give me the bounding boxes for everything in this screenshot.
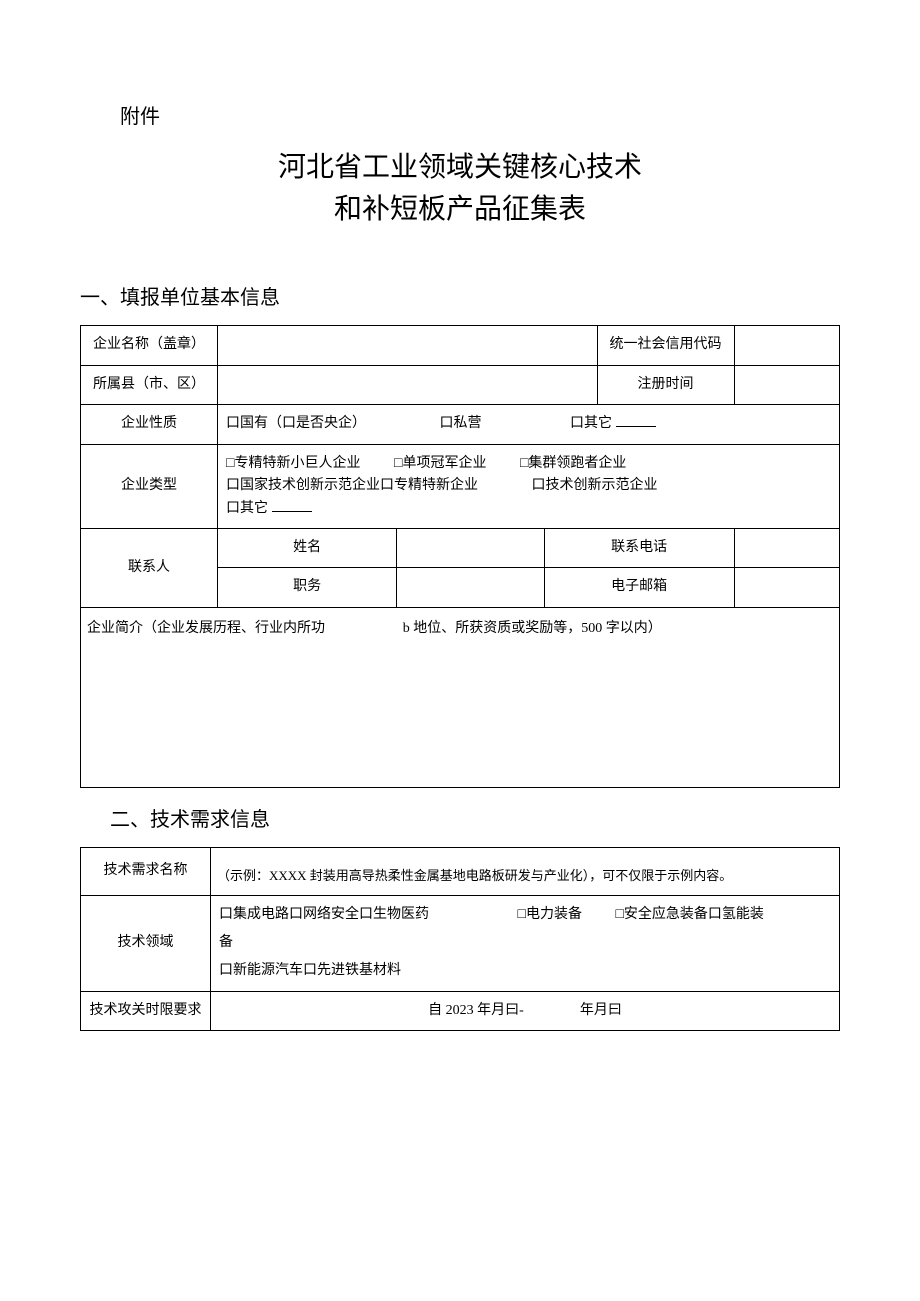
type-opt-2: □单项冠军企业 xyxy=(394,456,486,471)
table-row: 技术领域 口集成电路口网络安全口生物医药 □电力装备 □安全应急装备口氢能装 备… xyxy=(81,895,840,991)
field-opt-line3: 口新能源汽车口先进铁基材料 xyxy=(219,960,833,982)
type-opt-4: 口国家技术创新示范企业口专精特新企业 xyxy=(226,478,478,493)
table-row: 技术攻关时限要求 自 2023 年月曰- 年月曰 xyxy=(81,991,840,1030)
tech-demand-table: 技术需求名称 （示例：XXXX 封装用高导热柔性金属基地电路板研发与产业化），可… xyxy=(80,847,840,1031)
nature-opt-3: 口其它 xyxy=(570,416,612,431)
table-row: 企业简介（企业发展历程、行业内所功 b 地位、所获资质或奖励等，500 字以内） xyxy=(81,607,840,787)
email-label: 电子邮箱 xyxy=(544,568,734,607)
table-row: 技术需求名称 （示例：XXXX 封装用高导热柔性金属基地电路板研发与产业化），可… xyxy=(81,847,840,895)
company-name-label: 企业名称（盖章） xyxy=(81,326,218,366)
tech-field-label: 技术领域 xyxy=(81,895,211,991)
nature-options[interactable]: 口国有（口是否央企） 口私营 口其它 xyxy=(218,405,840,444)
section-2-heading: 二、技术需求信息 xyxy=(110,803,840,832)
deadline-label: 技术攻关时限要求 xyxy=(81,991,211,1030)
type-opt-6: 口其它 xyxy=(226,501,268,516)
table-row: 企业类型 □专精特新小巨人企业 □单项冠军企业 □集群领跑者企业 口国家技术创新… xyxy=(81,444,840,528)
table-row: 企业名称（盖章） 统一社会信用代码 xyxy=(81,326,840,366)
basic-info-table: 企业名称（盖章） 统一社会信用代码 所属县（市、区） 注册时间 企业性质 口国有… xyxy=(80,325,840,788)
field-opt-line1c: □安全应急装备口氢能装 xyxy=(615,907,763,922)
section-1-heading: 一、填报单位基本信息 xyxy=(80,281,840,310)
table-row: 所属县（市、区） 注册时间 xyxy=(81,366,840,405)
county-field[interactable] xyxy=(218,366,597,405)
demand-name-example[interactable]: （示例：XXXX 封装用高导热柔性金属基地电路板研发与产业化），可不仅限于示例内… xyxy=(211,847,840,895)
credit-code-label: 统一社会信用代码 xyxy=(597,326,734,366)
table-row: 联系人 姓名 联系电话 xyxy=(81,528,840,567)
intro-label-1: 企业简介（企业发展历程、行业内所功 xyxy=(81,607,397,787)
deadline-content[interactable]: 自 2023 年月曰- 年月曰 xyxy=(211,991,840,1030)
company-name-field[interactable] xyxy=(218,326,597,366)
type-opt-3: □集群领跑者企业 xyxy=(520,456,626,471)
nature-opt-1: 口国有（口是否央企） xyxy=(226,416,366,431)
contact-label: 联系人 xyxy=(81,528,218,607)
nature-label: 企业性质 xyxy=(81,405,218,444)
field-opt-line1b: □电力装备 xyxy=(518,907,582,922)
table-row: 企业性质 口国有（口是否央企） 口私营 口其它 xyxy=(81,405,840,444)
demand-name-label: 技术需求名称 xyxy=(81,847,211,895)
name-field[interactable] xyxy=(397,528,545,567)
name-label: 姓名 xyxy=(218,528,397,567)
position-label: 职务 xyxy=(218,568,397,607)
type-opt-1: □专精特新小巨人企业 xyxy=(226,456,360,471)
phone-label: 联系电话 xyxy=(544,528,734,567)
reg-time-field[interactable] xyxy=(734,366,839,405)
title-line-2: 和补短板产品征集表 xyxy=(80,189,840,231)
credit-code-field[interactable] xyxy=(734,326,839,366)
intro-label-2: b 地位、所获资质或奖励等，500 字以内） xyxy=(397,607,840,787)
phone-field[interactable] xyxy=(734,528,839,567)
title-line-1: 河北省工业领域关键核心技术 xyxy=(80,147,840,189)
main-title: 河北省工业领域关键核心技术 和补短板产品征集表 xyxy=(80,147,840,231)
email-field[interactable] xyxy=(734,568,839,607)
field-opt-line2: 备 xyxy=(219,926,833,960)
nature-opt-2: 口私营 xyxy=(440,416,482,431)
attachment-label: 附件 xyxy=(120,100,840,129)
position-field[interactable] xyxy=(397,568,545,607)
type-options[interactable]: □专精特新小巨人企业 □单项冠军企业 □集群领跑者企业 口国家技术创新示范企业口… xyxy=(218,444,840,528)
type-opt-5: 口技术创新示范企业 xyxy=(532,478,658,493)
field-opt-line1a: 口集成电路口网络安全口生物医药 xyxy=(219,907,429,922)
reg-time-label: 注册时间 xyxy=(597,366,734,405)
county-label: 所属县（市、区） xyxy=(81,366,218,405)
tech-field-options[interactable]: 口集成电路口网络安全口生物医药 □电力装备 □安全应急装备口氢能装 备 口新能源… xyxy=(211,895,840,991)
type-label: 企业类型 xyxy=(81,444,218,528)
